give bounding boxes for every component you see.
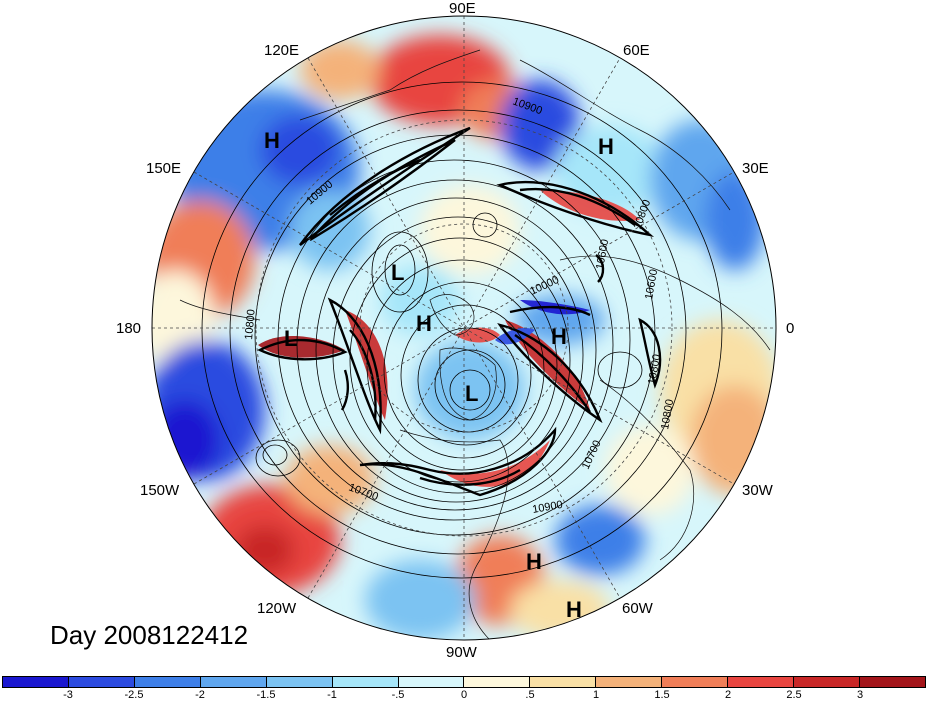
colorbar-tick-label: 2 bbox=[724, 689, 732, 701]
lon-label-150e: 150E bbox=[146, 160, 182, 177]
lon-label-60e: 60E bbox=[623, 42, 650, 59]
high-pressure-marker: H bbox=[416, 311, 432, 336]
colorbar-tick-label: -2 bbox=[195, 689, 205, 701]
colorbar-tick-label: -.5 bbox=[391, 689, 405, 701]
low-pressure-marker: L bbox=[465, 381, 479, 406]
colorbar-tick-label: -3 bbox=[63, 689, 73, 701]
colorbar-segment bbox=[727, 677, 794, 687]
lon-label-60w: 60W bbox=[622, 600, 653, 617]
colorbar-segment bbox=[67, 677, 134, 687]
lon-label-0: 0 bbox=[786, 320, 795, 337]
contour-label: 10600 bbox=[643, 268, 660, 300]
date-label: Day 2008122412 bbox=[50, 620, 249, 650]
lon-label-120e: 120E bbox=[264, 42, 300, 59]
colorbar-segment bbox=[793, 677, 859, 687]
colorbar-tick-label: 2.5 bbox=[786, 689, 802, 701]
lon-label-150w: 150W bbox=[140, 482, 180, 499]
lon-label-180: 180 bbox=[116, 320, 142, 337]
contour-label: 10800 bbox=[646, 353, 663, 385]
colorbar-tick-label: 1 bbox=[592, 689, 600, 701]
high-pressure-marker: H bbox=[264, 128, 280, 153]
colorbar-tick-label: 1.5 bbox=[654, 689, 670, 701]
colorbar-tick-label: 3 bbox=[856, 689, 864, 701]
colorbar-segment bbox=[661, 677, 728, 687]
contour-label: 10900 bbox=[531, 499, 563, 516]
colorbar-segment bbox=[3, 677, 68, 687]
map-border bbox=[151, 15, 777, 641]
colorbar-tick-label: 0 bbox=[460, 689, 468, 701]
colorbar-segment bbox=[265, 677, 332, 687]
contour-label: 10800 bbox=[659, 398, 676, 430]
colorbar-segment bbox=[529, 677, 596, 687]
high-pressure-marker: H bbox=[566, 597, 582, 622]
lon-label-90w: 90W bbox=[446, 644, 477, 661]
contour-label: 10800 bbox=[243, 309, 258, 341]
high-pressure-marker: H bbox=[598, 134, 614, 159]
colorbar-segment bbox=[397, 677, 464, 687]
colorbar-tick-label: -2.5 bbox=[124, 689, 144, 701]
colorbar-tick-label: -1 bbox=[327, 689, 337, 701]
colorbar-tick-label: -1.5 bbox=[256, 689, 276, 701]
colorbar-segment bbox=[133, 677, 200, 687]
colorbar bbox=[2, 676, 926, 688]
lon-label-30w: 30W bbox=[742, 482, 773, 499]
high-pressure-marker: H bbox=[551, 324, 567, 349]
coastlines bbox=[179, 49, 771, 640]
jet-contours bbox=[257, 126, 662, 497]
colorbar-tick-label: .5 bbox=[525, 689, 535, 701]
colorbar-segment bbox=[463, 677, 530, 687]
colorbar-segment bbox=[858, 677, 925, 687]
graticule bbox=[152, 16, 776, 640]
low-pressure-marker: L bbox=[284, 326, 298, 351]
colorbar-segment bbox=[331, 677, 398, 687]
lon-label-30e: 30E bbox=[742, 160, 769, 177]
high-pressure-marker: H bbox=[526, 549, 542, 574]
low-pressure-marker: L bbox=[391, 260, 405, 285]
colorbar-segment bbox=[595, 677, 662, 687]
lon-label-120w: 120W bbox=[257, 600, 297, 617]
colorbar-segment bbox=[199, 677, 266, 687]
lon-label-90e: 90E bbox=[449, 0, 476, 17]
contour-label: 10600 bbox=[594, 238, 611, 270]
